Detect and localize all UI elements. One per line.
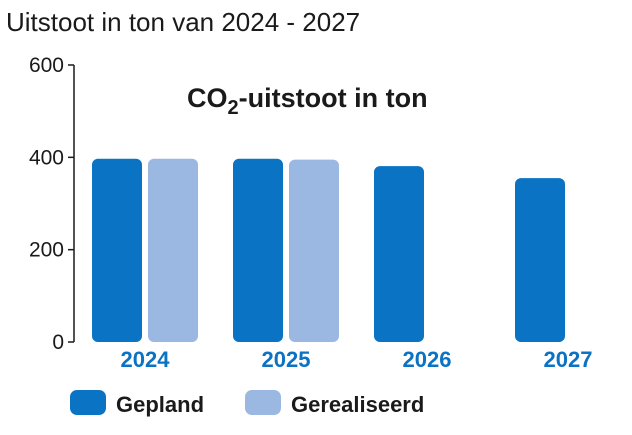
- legend-swatch-gerealiseerd: [245, 390, 281, 415]
- legend: Gepland Gerealiseerd: [70, 390, 424, 417]
- chart-title: Uitstoot in ton van 2024 - 2027: [6, 7, 360, 37]
- x-label-2025: 2025: [262, 347, 311, 372]
- legend-label-gerealiseerd: Gerealiseerd: [291, 392, 424, 417]
- legend-label-gepland: Gepland: [116, 392, 204, 417]
- chart-inner-title: CO2-uitstoot in ton: [187, 83, 428, 119]
- y-tick-label-0: 0: [52, 331, 64, 354]
- bar-gepland-2024: [92, 158, 142, 342]
- legend-swatch-gepland: [70, 390, 106, 415]
- bar-gepland-2026: [374, 166, 424, 342]
- y-tick-label-1: 200: [29, 239, 64, 262]
- x-axis-labels: 2024 2025 2026 2027: [121, 347, 593, 372]
- bar-gepland-2025: [233, 158, 283, 342]
- y-tick-label-3: 600: [29, 54, 64, 77]
- bar-gepland-2027: [515, 178, 565, 342]
- x-label-2027: 2027: [544, 347, 593, 372]
- x-label-2026: 2026: [403, 347, 452, 372]
- x-label-2024: 2024: [121, 347, 171, 372]
- bar-gerealiseerd-2025: [289, 159, 339, 342]
- bar-gerealiseerd-2024: [148, 158, 198, 342]
- y-axis: 0 200 400 600: [29, 54, 75, 354]
- bars: [92, 158, 565, 342]
- y-tick-label-2: 400: [29, 146, 64, 169]
